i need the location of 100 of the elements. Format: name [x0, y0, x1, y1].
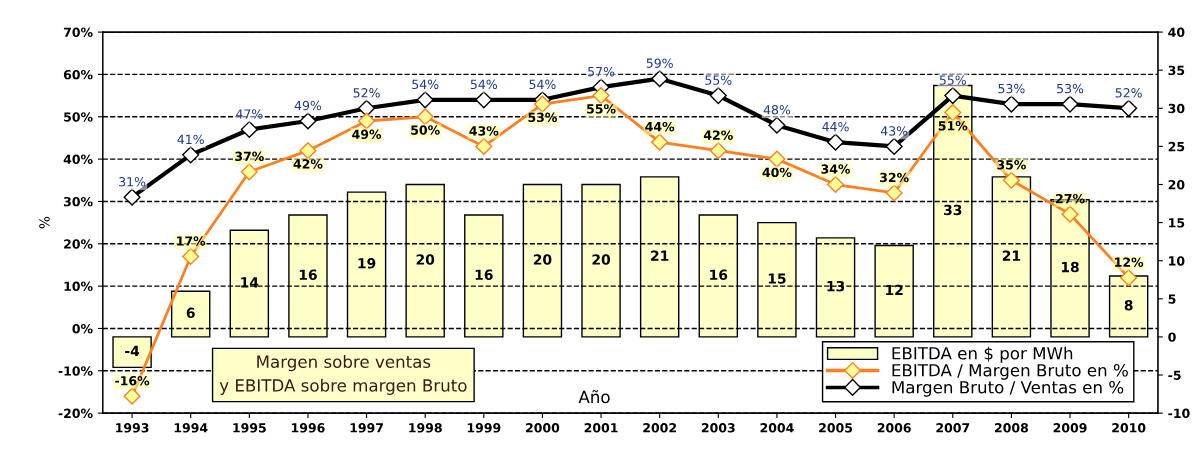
- x-tick-label: 1997: [350, 423, 383, 433]
- data-label: -4: [125, 345, 140, 356]
- x-tick-label: 2005: [819, 423, 853, 433]
- data-label: 16: [475, 269, 493, 280]
- data-label: 51%: [938, 121, 968, 131]
- y2-tick-label: 10: [1169, 256, 1185, 266]
- data-label: 40%: [762, 167, 792, 178]
- data-label: 57%: [588, 66, 615, 77]
- point: [826, 175, 845, 194]
- y-tick-label: 20%: [64, 239, 93, 249]
- y-tick-label: -10%: [58, 366, 93, 376]
- x-tick-label: 2009: [1053, 423, 1087, 433]
- data-label: 43%: [880, 126, 908, 136]
- data-label: 53%: [998, 83, 1025, 94]
- x-tick-label: 2000: [526, 423, 560, 433]
- data-label: 20: [533, 254, 552, 265]
- data-label: 12: [886, 284, 903, 296]
- point: [475, 137, 493, 155]
- data-label: 47%: [236, 109, 263, 119]
- y-axis-title: %: [39, 216, 50, 229]
- point: [533, 95, 551, 113]
- point: [592, 87, 610, 105]
- legend-label: Margen Bruto / Ventas en %: [892, 380, 1124, 397]
- y-tick-label: 70%: [63, 27, 93, 38]
- data-label: 12%: [1115, 257, 1144, 267]
- data-label: -16%: [115, 375, 150, 386]
- data-label: 8: [1124, 299, 1133, 311]
- x-tick-label: 2010: [1112, 423, 1146, 433]
- data-label: 53%: [1057, 83, 1084, 94]
- y2-tick-label: 15: [1169, 218, 1185, 228]
- x-tick-label: 2004: [760, 423, 794, 433]
- y2-tick-label: -5: [1168, 370, 1181, 380]
- x-tick-label: 1995: [233, 423, 266, 433]
- y-tick-label: 60%: [63, 69, 93, 80]
- data-label: 55%: [587, 104, 616, 114]
- data-label: 34%: [821, 164, 851, 174]
- data-label: 54%: [529, 79, 556, 90]
- point: [1002, 95, 1020, 113]
- point: [826, 133, 845, 151]
- point: [123, 387, 141, 405]
- data-label: 44%: [822, 121, 849, 132]
- data-label: 59%: [646, 58, 673, 68]
- data-label: 41%: [177, 134, 204, 145]
- point: [299, 142, 317, 160]
- data-label: 21: [1002, 250, 1021, 261]
- data-label: 53%: [528, 112, 557, 123]
- point: [709, 87, 727, 105]
- point: [1120, 269, 1138, 287]
- y2-tick-label: -10: [1168, 408, 1190, 419]
- point: [944, 87, 962, 105]
- y-tick-label: 50%: [64, 112, 93, 122]
- data-label: 16: [710, 269, 728, 280]
- data-label: 52%: [1115, 88, 1142, 98]
- y-tick-label: 0%: [72, 323, 93, 334]
- point: [240, 120, 258, 139]
- x-tick-label: 2003: [701, 423, 735, 433]
- point: [1120, 99, 1138, 117]
- data-label: 21: [651, 250, 669, 261]
- point: [651, 133, 669, 151]
- point: [885, 184, 903, 202]
- x-tick-label: 2002: [643, 423, 676, 433]
- x-tick-label: 2008: [995, 423, 1029, 433]
- data-label: 18: [1061, 261, 1079, 273]
- data-label: 33: [944, 204, 962, 216]
- y-tick-label: 40%: [63, 154, 93, 165]
- data-label: 14: [241, 277, 259, 288]
- x-tick-label: 2006: [877, 423, 911, 433]
- y-tick-label: -20%: [58, 408, 93, 419]
- x-tick-label: 2007: [936, 423, 970, 433]
- point: [416, 91, 434, 109]
- data-label: 42%: [703, 130, 733, 140]
- point: [768, 116, 786, 134]
- data-label: 52%: [353, 88, 380, 98]
- data-label: 43%: [469, 126, 499, 136]
- x-tick-label: 1999: [467, 423, 501, 433]
- y-tick-label: 10%: [64, 281, 93, 292]
- data-label: 15: [768, 273, 786, 284]
- data-label: 54%: [470, 79, 498, 90]
- point: [240, 163, 258, 181]
- point: [1061, 95, 1079, 113]
- y-tick-label: 30%: [63, 196, 93, 207]
- y2-tick-label: 40: [1168, 27, 1185, 38]
- point: [1002, 171, 1020, 189]
- data-label: 6: [186, 307, 195, 319]
- data-label: 48%: [763, 105, 791, 115]
- data-label: 32%: [880, 172, 909, 183]
- point: [475, 91, 493, 109]
- y2-tick-label: 30: [1168, 103, 1185, 114]
- x-tick-label: 1998: [409, 423, 442, 433]
- point: [299, 112, 317, 130]
- data-label: 55%: [939, 75, 966, 85]
- legend-label: EBITDA en $ por MWh: [892, 346, 1073, 363]
- point: [1061, 205, 1079, 223]
- data-label: 20: [416, 254, 435, 265]
- data-label: 49%: [352, 129, 382, 140]
- point: [358, 112, 376, 130]
- data-label: 35%: [997, 160, 1026, 170]
- point: [768, 150, 786, 168]
- data-label: 44%: [645, 121, 675, 132]
- point: [885, 137, 903, 155]
